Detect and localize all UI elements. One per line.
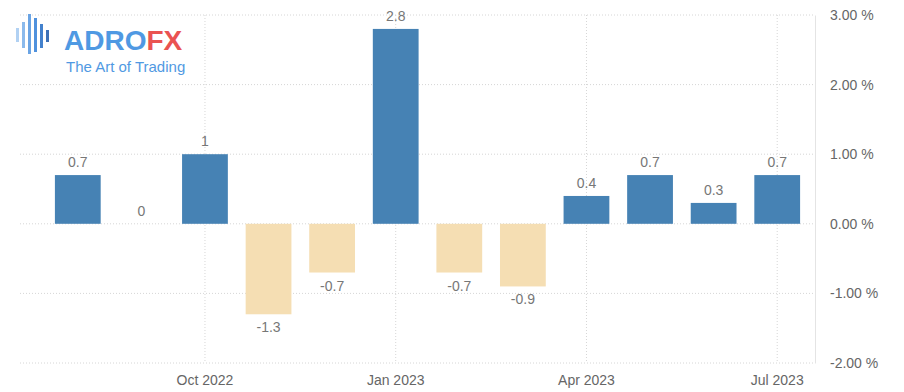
logo-name: ADROFX bbox=[64, 25, 183, 56]
data-label: -0.9 bbox=[511, 291, 535, 307]
bar bbox=[627, 175, 673, 224]
y-tick: 3.00 % bbox=[815, 7, 874, 23]
y-axis-line bbox=[815, 16, 816, 364]
y-tick-label: -2.00 % bbox=[830, 355, 878, 371]
data-label: 0 bbox=[137, 203, 145, 219]
logo-icon bbox=[28, 14, 31, 54]
x-tick-label: Jan 2023 bbox=[367, 372, 425, 388]
bar bbox=[500, 224, 546, 287]
bar bbox=[373, 29, 419, 224]
logo: ADROFX The Art of Trading bbox=[16, 14, 185, 75]
chart: 0.7 0 1 -1.3 -0.7 2.8 -0.7 -0.9 0.4 0.7 0.3 0.7 -2.0… bbox=[0, 0, 904, 392]
x-tick: Jul 2023 bbox=[751, 363, 804, 388]
logo-name-part: ADRO bbox=[64, 25, 146, 56]
data-label: 0.4 bbox=[577, 175, 597, 191]
bar bbox=[55, 175, 101, 224]
logo-tagline: The Art of Trading bbox=[66, 58, 185, 75]
x-axis-line bbox=[47, 363, 810, 364]
data-label: -0.7 bbox=[447, 278, 471, 294]
y-tick-label: -1.00 % bbox=[830, 285, 878, 301]
y-tick: 1.00 % bbox=[815, 146, 874, 162]
bar bbox=[182, 154, 228, 224]
x-tick: Apr 2023 bbox=[558, 363, 615, 388]
x-tick: Oct 2022 bbox=[177, 363, 234, 388]
logo-icon bbox=[22, 22, 25, 48]
logo-icon bbox=[34, 18, 37, 52]
data-label: 0.7 bbox=[640, 154, 660, 170]
data-label: 0.3 bbox=[704, 182, 724, 198]
logo-icon bbox=[40, 24, 43, 48]
y-tick: -2.00 % bbox=[815, 355, 878, 371]
data-label: 0.7 bbox=[68, 154, 88, 170]
grid-line-y bbox=[20, 363, 815, 364]
y-tick-label: 1.00 % bbox=[830, 146, 874, 162]
bar bbox=[564, 196, 610, 224]
y-tick-label: 3.00 % bbox=[830, 7, 874, 23]
x-tick-label: Oct 2022 bbox=[177, 372, 234, 388]
x-tick-label: Jul 2023 bbox=[751, 372, 804, 388]
x-axis: Oct 2022 Jan 2023 Apr 2023 Jul 2023 bbox=[47, 363, 810, 388]
grid-line-y bbox=[20, 293, 815, 294]
bar bbox=[246, 224, 292, 314]
y-tick: 2.00 % bbox=[815, 77, 874, 93]
bar bbox=[691, 203, 737, 224]
logo-name-part: FX bbox=[146, 25, 182, 56]
bar bbox=[754, 175, 800, 224]
data-label: 1 bbox=[201, 133, 209, 149]
data-label: 2.8 bbox=[386, 8, 406, 24]
y-tick-label: 2.00 % bbox=[830, 77, 874, 93]
data-label: 0.7 bbox=[767, 154, 787, 170]
y-axis: -2.00 % -1.00 % 0.00 % 1.00 % 2.00 % 3.00 % bbox=[815, 7, 878, 371]
bar bbox=[309, 224, 355, 273]
x-tick-label: Apr 2023 bbox=[558, 372, 615, 388]
y-tick: 0.00 % bbox=[815, 216, 874, 232]
bar bbox=[436, 224, 482, 273]
data-label: -0.7 bbox=[320, 278, 344, 294]
bars bbox=[55, 29, 800, 314]
grid bbox=[20, 15, 815, 363]
y-tick: -1.00 % bbox=[815, 285, 878, 301]
y-tick-label: 0.00 % bbox=[830, 216, 874, 232]
logo-icon bbox=[16, 28, 19, 42]
grid-line-y bbox=[20, 15, 815, 16]
logo-icon bbox=[46, 30, 49, 42]
bar bbox=[118, 223, 164, 224]
data-label: -1.3 bbox=[256, 319, 280, 335]
x-tick: Jan 2023 bbox=[367, 363, 425, 388]
